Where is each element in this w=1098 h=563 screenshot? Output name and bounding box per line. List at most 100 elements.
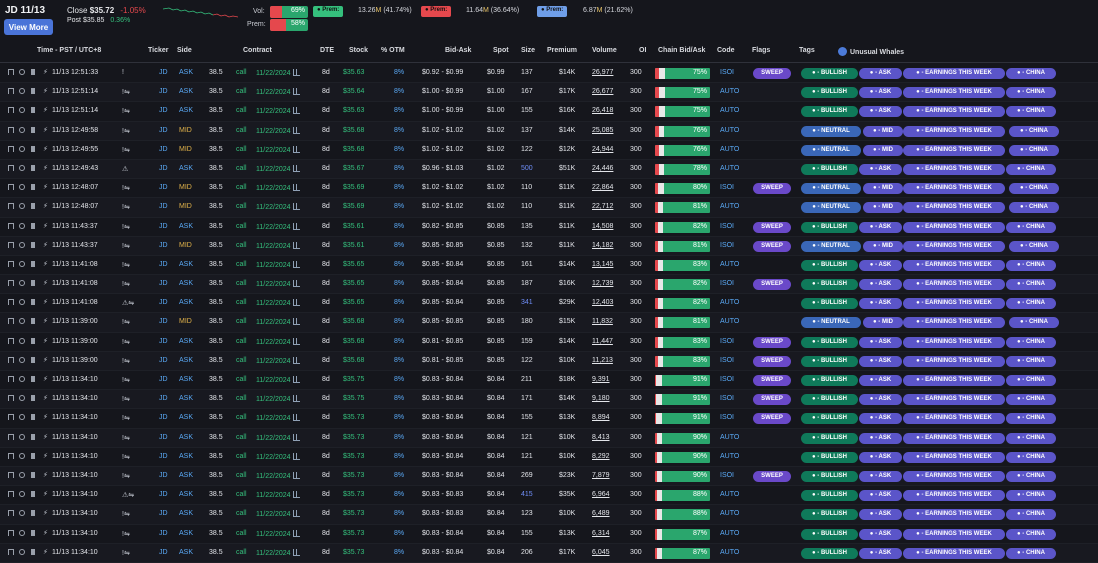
bookmark-icon[interactable]	[8, 241, 14, 248]
row-expiry[interactable]: 11/22/2024	[256, 510, 300, 518]
bolt-icon[interactable]: ⚡	[43, 184, 48, 192]
tag-earnings[interactable]: ● - EARNINGS THIS WEEK	[903, 375, 1005, 386]
row-volume[interactable]: 12,739	[592, 280, 614, 288]
tag-mid[interactable]: ● - MID	[863, 317, 903, 329]
sweep-badge[interactable]: SWEEP	[753, 336, 791, 348]
tag-bullish[interactable]: ● - BULLISH	[801, 394, 858, 406]
bolt-icon[interactable]: ⚡	[43, 318, 48, 326]
bolt-icon[interactable]: ⚡	[43, 356, 48, 364]
bookmark-icon[interactable]	[8, 395, 14, 402]
alert-clock-icon[interactable]	[19, 471, 25, 478]
bookmark-icon[interactable]	[8, 548, 14, 555]
alert-clock-icon[interactable]	[19, 299, 25, 306]
copy-icon[interactable]	[31, 69, 35, 75]
tag-bullish[interactable]: ● - BULLISH	[801, 375, 858, 386]
chart-bars-icon[interactable]	[292, 376, 300, 383]
sweep-badge[interactable]: SWEEP	[753, 375, 791, 386]
row-ticker[interactable]: JD	[159, 145, 168, 153]
copy-icon[interactable]	[31, 414, 35, 421]
col-dte[interactable]: DTE	[320, 47, 334, 54]
alert-clock-icon[interactable]	[19, 280, 25, 287]
bolt-icon[interactable]: ⚡	[43, 280, 48, 288]
tag-neutral[interactable]: ● - NEUTRAL	[801, 144, 861, 156]
tag-china[interactable]: ● - CHINA	[1006, 547, 1056, 559]
row-expiry[interactable]: 11/22/2024	[256, 222, 300, 231]
tag-earnings[interactable]: ● - EARNINGS THIS WEEK	[903, 509, 1005, 521]
tag-ask[interactable]: ● - ASK	[859, 509, 902, 521]
copy-icon[interactable]	[31, 529, 35, 536]
chart-bars-icon[interactable]	[292, 548, 300, 556]
alert-clock-icon[interactable]	[19, 548, 25, 555]
row-ticker[interactable]: JD	[159, 69, 168, 76]
table-row[interactable]: ⚡ 11/13 11:41:08 !⇋ JD ASK 38.5 call 11/22/2024…	[0, 256, 1098, 276]
tag-bullish[interactable]: ● - BULLISH	[801, 163, 858, 175]
bookmark-icon[interactable]	[8, 510, 14, 517]
bolt-icon[interactable]: ⚡	[43, 145, 48, 153]
row-expiry[interactable]: 11/22/2024	[256, 164, 300, 173]
row-expiry[interactable]: 11/22/2024	[256, 280, 300, 288]
row-volume[interactable]: 11,213	[592, 356, 613, 364]
row-ticker[interactable]: JD	[159, 184, 168, 192]
tag-bullish[interactable]: ● - BULLISH	[801, 336, 858, 348]
row-volume[interactable]: 24,944	[592, 145, 614, 153]
row-expiry[interactable]: 11/22/2024	[256, 184, 300, 192]
col-side[interactable]: Side	[177, 47, 192, 54]
tag-mid[interactable]: ● - MID	[863, 183, 903, 195]
row-volume[interactable]: 9,391	[592, 376, 610, 383]
copy-icon[interactable]	[31, 107, 35, 114]
bolt-icon[interactable]: ⚡	[43, 471, 48, 479]
bookmark-icon[interactable]	[8, 145, 14, 152]
row-expiry[interactable]: 11/22/2024	[256, 145, 300, 154]
tag-neutral[interactable]: ● - NEUTRAL	[801, 183, 861, 195]
alert-clock-icon[interactable]	[19, 337, 25, 344]
table-row[interactable]: ⚡ 11/13 12:51:14 !⇋ JD ASK 38.5 call 11/22/2024…	[0, 102, 1098, 122]
chart-bars-icon[interactable]	[292, 107, 300, 115]
bolt-icon[interactable]: ⚡	[43, 548, 48, 556]
row-volume[interactable]: 11,447	[592, 337, 613, 345]
tag-earnings[interactable]: ● - EARNINGS THIS WEEK	[903, 87, 1005, 99]
alert-clock-icon[interactable]	[19, 222, 25, 229]
row-expiry[interactable]: 11/22/2024	[256, 318, 300, 326]
row-ticker[interactable]: JD	[159, 471, 168, 479]
tag-earnings[interactable]: ● - EARNINGS THIS WEEK	[903, 125, 1005, 137]
bookmark-icon[interactable]	[8, 164, 14, 171]
row-ticker[interactable]: JD	[159, 241, 168, 249]
bookmark-icon[interactable]	[8, 299, 14, 306]
tag-mid[interactable]: ● - MID	[863, 240, 903, 252]
copy-icon[interactable]	[31, 471, 35, 478]
row-expiry[interactable]: 11/22/2024	[256, 356, 300, 365]
tag-china[interactable]: ● - CHINA	[1006, 413, 1056, 425]
col-premium[interactable]: Premium	[547, 47, 577, 54]
copy-icon[interactable]	[31, 548, 35, 555]
alert-clock-icon[interactable]	[19, 69, 25, 75]
row-expiry[interactable]: 11/22/2024	[256, 529, 300, 538]
table-row[interactable]: ⚡ 11/13 11:34:10 !⇋ JD ASK 38.5 call 11/22/2024…	[0, 525, 1098, 544]
alert-clock-icon[interactable]	[19, 88, 25, 95]
copy-icon[interactable]	[31, 452, 35, 459]
tag-ask[interactable]: ● - ASK	[859, 547, 902, 559]
row-ticker[interactable]: JD	[159, 414, 168, 422]
table-row[interactable]: ⚡ 11/13 11:34:10 !⇋ JD ASK 38.5 call 11/22/2024…	[0, 390, 1098, 410]
sweep-badge[interactable]: SWEEP	[753, 413, 791, 425]
copy-icon[interactable]	[31, 510, 35, 517]
alert-clock-icon[interactable]	[19, 433, 25, 440]
row-ticker[interactable]: JD	[159, 203, 168, 211]
bolt-icon[interactable]: ⚡	[43, 529, 48, 537]
row-volume[interactable]: 26,977	[592, 69, 614, 76]
tag-ask[interactable]: ● - ASK	[859, 68, 902, 79]
row-ticker[interactable]: JD	[159, 491, 168, 499]
tag-china[interactable]: ● - CHINA	[1009, 144, 1059, 156]
col-ticker[interactable]: Ticker	[148, 47, 169, 54]
tag-china[interactable]: ● - CHINA	[1006, 279, 1056, 291]
tag-neutral[interactable]: ● - NEUTRAL	[801, 202, 861, 214]
tag-china[interactable]: ● - CHINA	[1006, 375, 1056, 386]
bolt-icon[interactable]: ⚡	[43, 376, 48, 383]
table-row[interactable]: ⚡ 11/13 11:34:10 !⇋ JD ASK 38.5 call 11/22/2024…	[0, 409, 1098, 429]
alert-clock-icon[interactable]	[19, 126, 25, 133]
row-volume[interactable]: 7,879	[592, 471, 610, 479]
row-expiry[interactable]: 11/22/2024	[256, 69, 300, 77]
alert-clock-icon[interactable]	[19, 529, 25, 536]
row-ticker[interactable]: JD	[159, 510, 168, 518]
bolt-icon[interactable]: ⚡	[43, 433, 48, 441]
bookmark-icon[interactable]	[8, 126, 14, 133]
